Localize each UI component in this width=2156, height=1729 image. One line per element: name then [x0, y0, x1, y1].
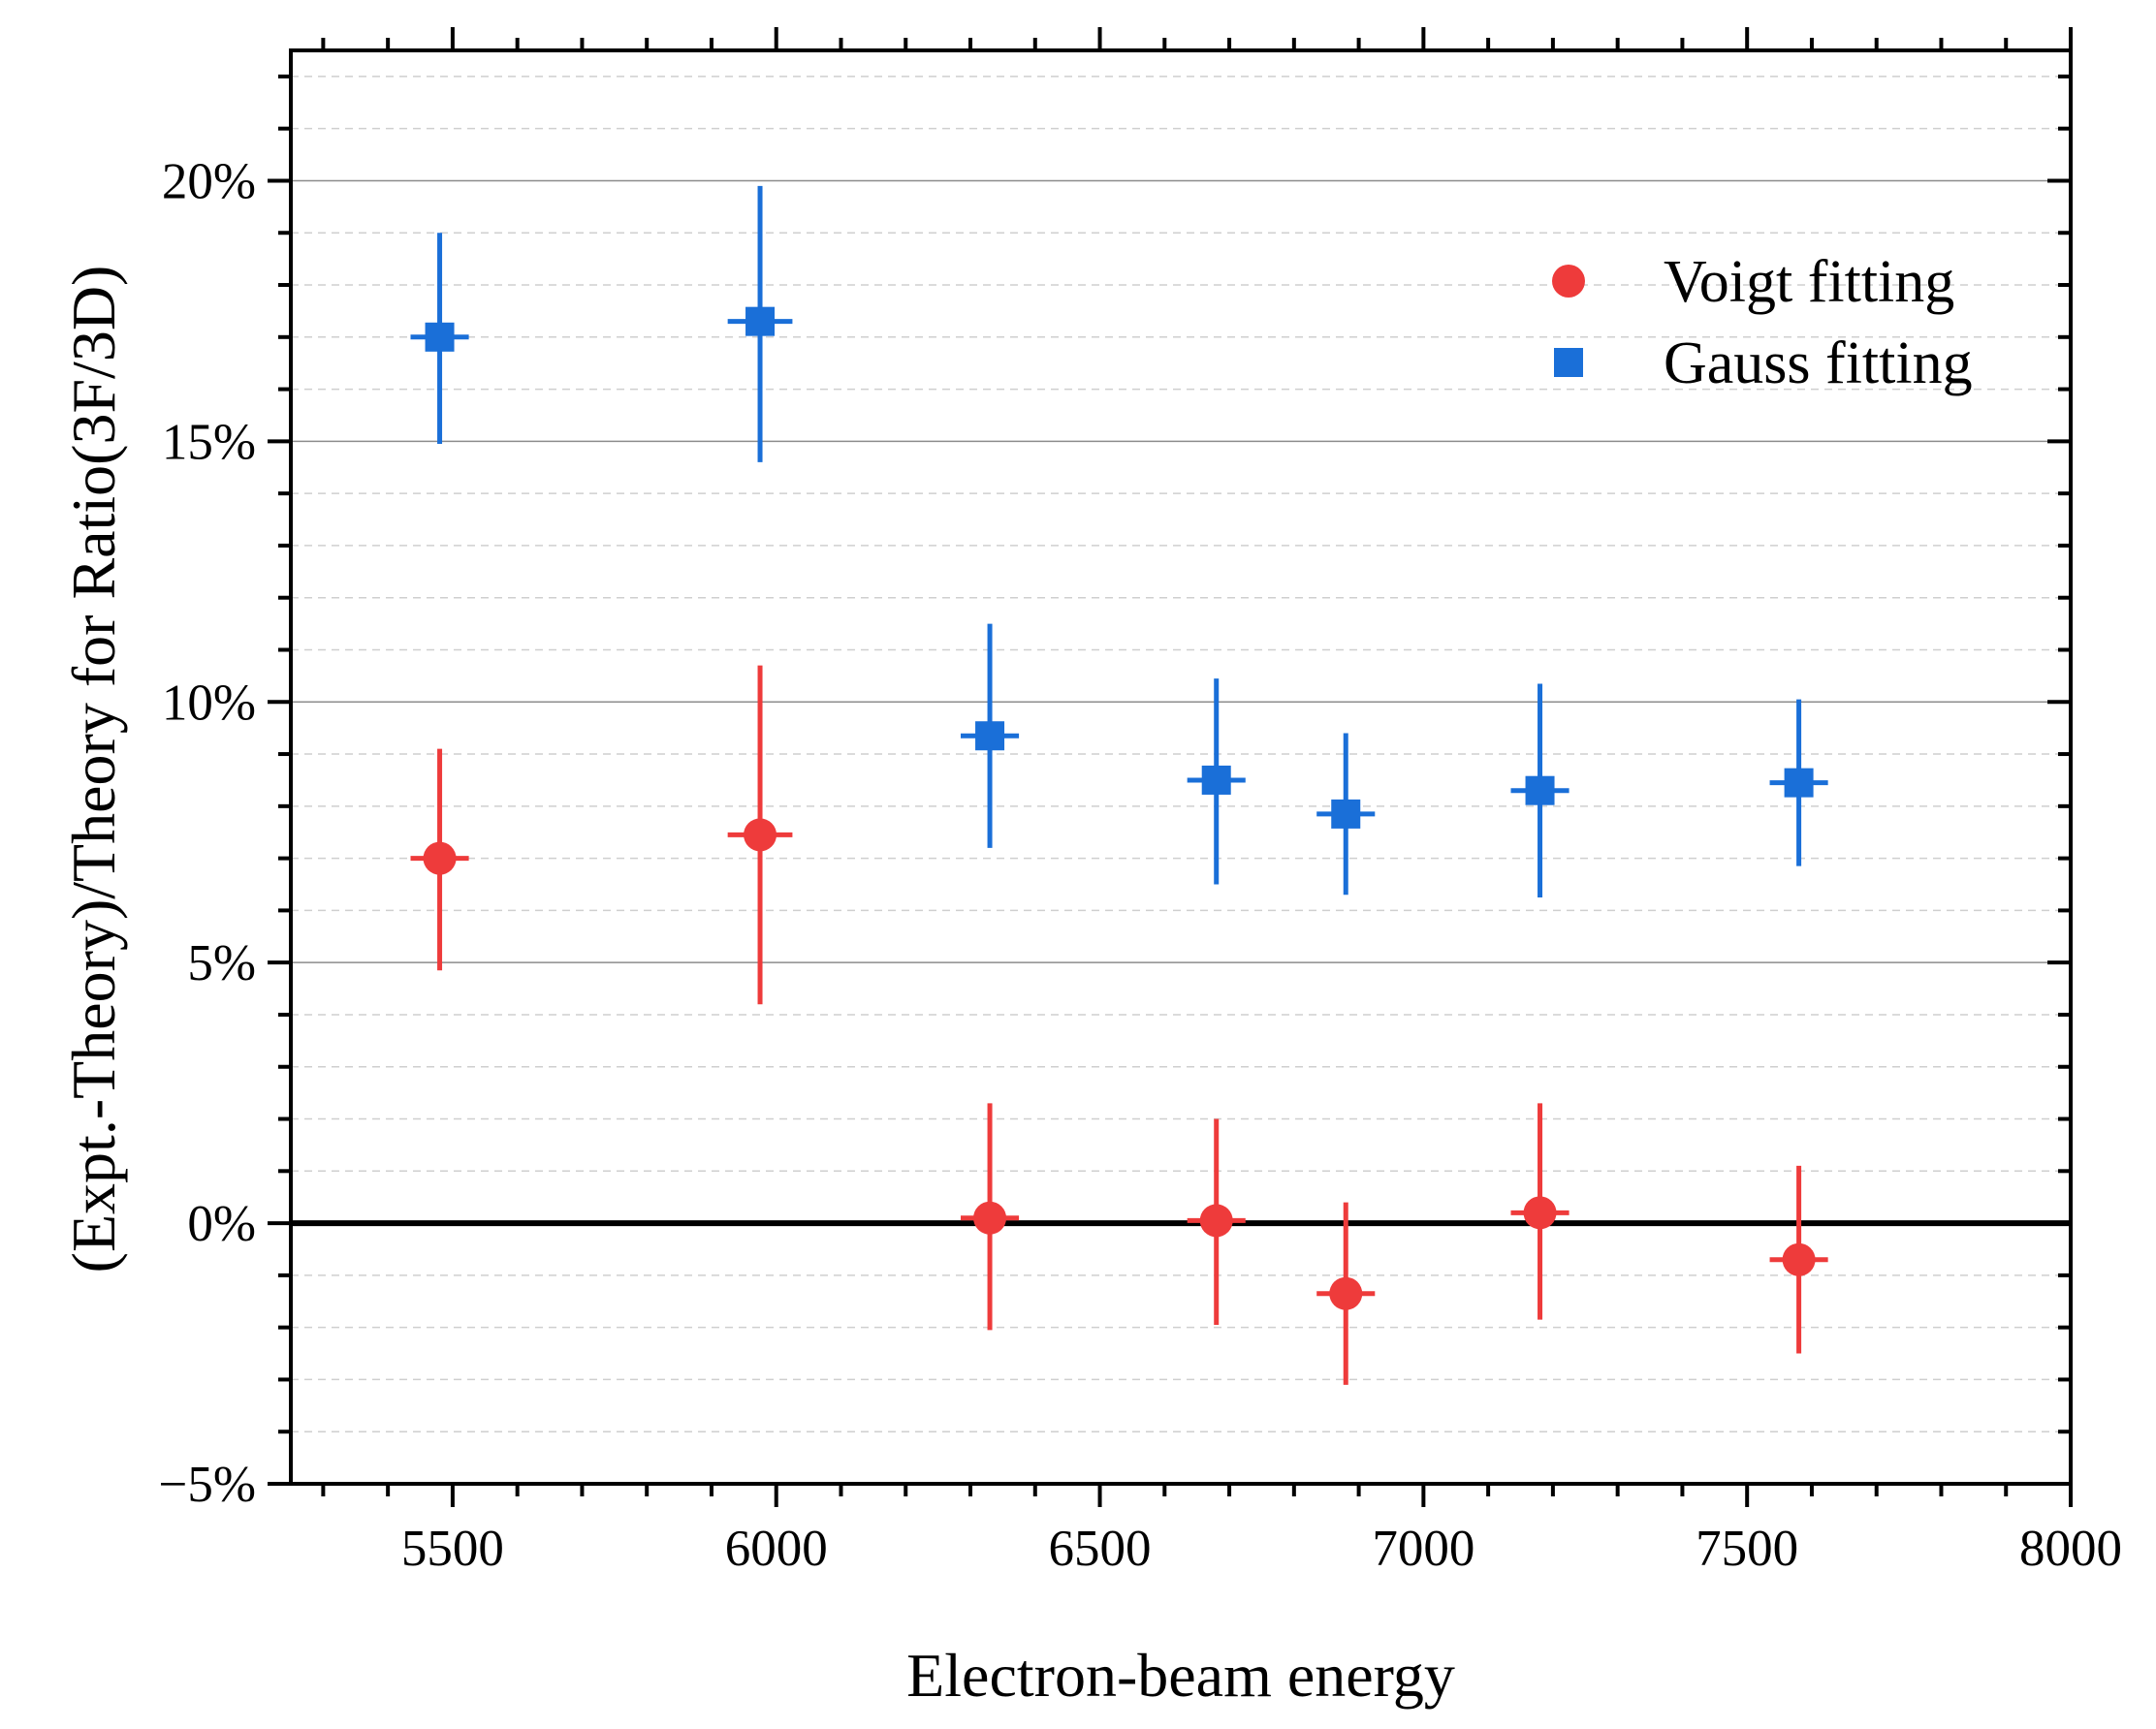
data-point-square [745, 306, 776, 336]
series-voigt-fitting [410, 665, 1828, 1385]
x-tick-label: 6500 [1049, 1521, 1152, 1577]
data-point-circle [1329, 1276, 1363, 1310]
y-tick-label: 15% [162, 414, 256, 470]
data-point-square [425, 322, 455, 352]
y-tick-label: −5% [158, 1457, 256, 1513]
legend: Voigt fitting Gauss fitting [1552, 249, 1973, 396]
x-tick-label: 7000 [1372, 1521, 1474, 1577]
data-point-square [1525, 775, 1555, 805]
y-tick-label: 0% [187, 1196, 256, 1252]
data-point-circle [1199, 1204, 1233, 1238]
legend-label: Voigt fitting [1664, 249, 1954, 315]
data-point-square [1331, 799, 1361, 829]
x-tick-label: 5500 [401, 1521, 504, 1577]
legend-marker-square [1554, 348, 1583, 377]
data-point-circle [1782, 1242, 1816, 1276]
y-axis-title: (Expt.-Theory)/Theory for Ratio(3F/3D) [59, 266, 128, 1273]
data-point-circle [744, 818, 777, 852]
data-point-circle [1523, 1196, 1557, 1230]
data-point-square [975, 721, 1005, 751]
x-tick-label: 7500 [1696, 1521, 1798, 1577]
legend-marker-circle [1552, 265, 1585, 298]
y-tick-label: 5% [187, 935, 256, 991]
series-gauss-fitting [410, 185, 1828, 897]
y-tick-label: 20% [162, 153, 256, 209]
axes: −5% 0% 5% 10% 15% 20% 5500 6000 6500 7000 7500 8000 [158, 27, 2122, 1577]
data-point-square [1201, 765, 1231, 795]
data-point-square [1784, 768, 1814, 798]
series-layer [410, 185, 1828, 1385]
x-tick-label: 6000 [725, 1521, 828, 1577]
x-tick-label: 8000 [2019, 1521, 2122, 1577]
x-axis-title: Electron-beam energy [906, 1641, 1455, 1710]
grid [291, 76, 2071, 1485]
y-tick-label: 10% [162, 675, 256, 731]
legend-label: Gauss fitting [1664, 330, 1973, 396]
plot-frame [289, 48, 2073, 1486]
data-point-circle [973, 1201, 1007, 1235]
data-point-circle [423, 841, 457, 875]
